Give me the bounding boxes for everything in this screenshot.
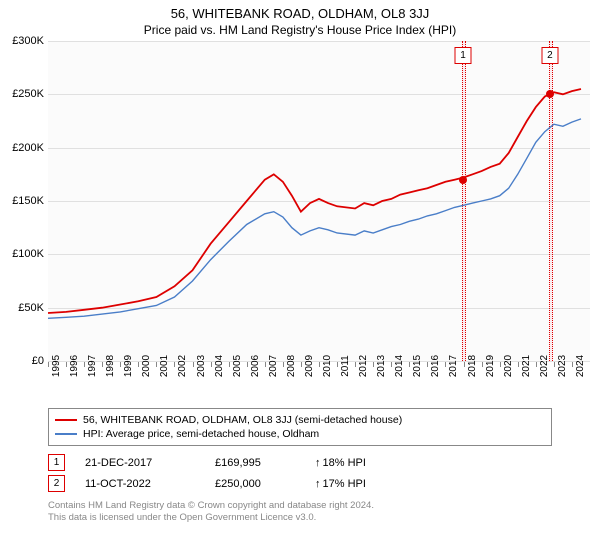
x-tick [427,362,428,367]
x-tick [518,362,519,367]
footer-line: This data is licensed under the Open Gov… [48,512,552,524]
x-tick [265,362,266,367]
x-axis-label: 1999 [123,355,134,377]
x-tick [84,362,85,367]
x-tick [409,362,410,367]
footer-line: Contains HM Land Registry data © Crown c… [48,500,552,512]
x-tick [156,362,157,367]
y-axis-label: £300K [2,35,44,47]
x-axis-label: 2001 [159,355,170,377]
legend-row: 56, WHITEBANK ROAD, OLDHAM, OL8 3JJ (sem… [55,413,545,427]
x-tick [337,362,338,367]
x-tick [48,362,49,367]
x-axis-label: 2023 [557,355,568,377]
x-axis: 1995199619971998199920002001200220032004… [48,362,590,402]
x-tick [174,362,175,367]
x-tick [211,362,212,367]
x-tick [301,362,302,367]
x-axis-label: 2000 [141,355,152,377]
x-axis-label: 2010 [322,355,333,377]
x-axis-label: 2019 [485,355,496,377]
x-axis-label: 1997 [87,355,98,377]
sale-price: £250,000 [215,478,295,490]
x-axis-label: 2013 [376,355,387,377]
x-tick [247,362,248,367]
page-subtitle: Price paid vs. HM Land Registry's House … [0,21,600,41]
x-tick [102,362,103,367]
x-axis-label: 2005 [232,355,243,377]
x-axis-label: 2009 [304,355,315,377]
x-tick [572,362,573,367]
x-tick [229,362,230,367]
x-axis-label: 2003 [196,355,207,377]
x-tick [536,362,537,367]
legend-label: HPI: Average price, semi-detached house,… [83,428,319,440]
x-tick [482,362,483,367]
x-axis-label: 1995 [51,355,62,377]
series-line [48,89,581,313]
sale-badge: 1 [48,454,65,471]
chart-plot-area: £0£50K£100K£150K£200K£250K£300K12 [48,41,590,362]
x-axis-label: 1998 [105,355,116,377]
x-tick [500,362,501,367]
x-axis-label: 2004 [214,355,225,377]
sale-date: 21-DEC-2017 [85,457,195,469]
x-tick [138,362,139,367]
x-tick [66,362,67,367]
x-axis-label: 2012 [358,355,369,377]
x-axis-label: 2011 [340,355,351,377]
y-axis-label: £150K [2,195,44,207]
x-axis-label: 2018 [467,355,478,377]
x-tick [319,362,320,367]
x-tick [193,362,194,367]
y-axis-label: £0 [2,355,44,367]
x-tick [464,362,465,367]
x-axis-label: 2014 [394,355,405,377]
sale-row: 1 21-DEC-2017 £169,995 18% HPI [48,452,552,473]
x-tick [391,362,392,367]
y-axis-label: £100K [2,248,44,260]
x-axis-label: 2016 [430,355,441,377]
legend-label: 56, WHITEBANK ROAD, OLDHAM, OL8 3JJ (sem… [83,414,402,426]
x-tick [283,362,284,367]
sale-badge: 2 [48,475,65,492]
footer-attribution: Contains HM Land Registry data © Crown c… [48,500,552,525]
legend-swatch [55,419,77,421]
series-line [48,119,581,318]
sale-vs-hpi: 17% HPI [315,478,405,490]
x-axis-label: 2006 [250,355,261,377]
legend: 56, WHITEBANK ROAD, OLDHAM, OL8 3JJ (sem… [48,408,552,446]
x-axis-label: 2015 [412,355,423,377]
sale-date: 11-OCT-2022 [85,478,195,490]
x-axis-label: 2007 [268,355,279,377]
sale-price: £169,995 [215,457,295,469]
sales-table: 1 21-DEC-2017 £169,995 18% HPI 2 11-OCT-2022 £… [48,452,552,494]
legend-row: HPI: Average price, semi-detached house,… [55,427,545,441]
page-title: 56, WHITEBANK ROAD, OLDHAM, OL8 3JJ [0,0,600,21]
sale-row: 2 11-OCT-2022 £250,000 17% HPI [48,473,552,494]
x-tick [445,362,446,367]
x-tick [120,362,121,367]
x-axis-label: 2002 [177,355,188,377]
x-tick [554,362,555,367]
sale-vs-hpi: 18% HPI [315,457,405,469]
x-tick [373,362,374,367]
x-axis-label: 2020 [503,355,514,377]
x-axis-label: 2008 [286,355,297,377]
x-axis-label: 2017 [448,355,459,377]
y-axis-label: £50K [2,302,44,314]
y-axis-label: £250K [2,88,44,100]
x-axis-label: 1996 [69,355,80,377]
x-axis-label: 2022 [539,355,550,377]
x-tick [355,362,356,367]
x-axis-label: 2021 [521,355,532,377]
legend-swatch [55,433,77,435]
x-axis-label: 2024 [575,355,586,377]
y-axis-label: £200K [2,142,44,154]
